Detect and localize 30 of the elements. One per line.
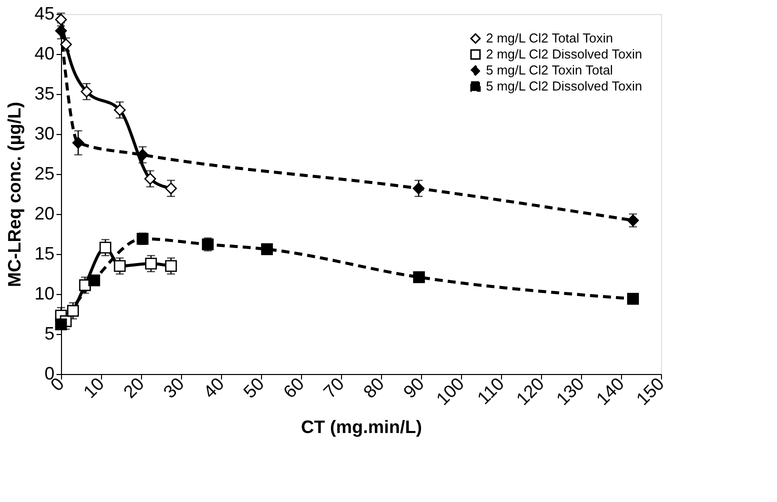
legend-label: 2 mg/L Cl2 Dissolved Toxin (486, 46, 642, 62)
y-tick-label: 5 (44, 324, 54, 344)
y-tick-label: 20 (34, 204, 54, 224)
y-tick-label: 15 (34, 244, 54, 264)
y-tick-label: 45 (34, 4, 54, 24)
x-tick-label: 90 (400, 374, 428, 402)
x-tick-label: 130 (552, 374, 588, 410)
y-tick-label: 30 (34, 124, 54, 144)
legend-label: 5 mg/L Cl2 Dissolved Toxin (486, 78, 642, 94)
legend-label: 2 mg/L Cl2 Total Toxin (486, 30, 613, 46)
x-axis-title: CT (mg.min/L) (301, 417, 422, 438)
x-tick-label: 110 (473, 374, 508, 408)
y-tick-label: 35 (34, 84, 54, 104)
x-tick-label: 40 (200, 374, 228, 402)
x-tick-label: 80 (360, 374, 388, 402)
y-tick-label: 10 (34, 284, 54, 304)
y-tick-label: 25 (34, 164, 54, 184)
x-tick-label: 30 (160, 374, 188, 402)
x-tick-label: 50 (240, 374, 268, 402)
legend-label: 5 mg/L Cl2 Toxin Total (486, 62, 614, 78)
x-tick-label: 20 (120, 374, 148, 402)
x-tick-label: 120 (512, 374, 548, 410)
x-tick-label: 140 (592, 374, 628, 410)
x-tick-label: 10 (80, 374, 108, 402)
x-tick-label: 60 (280, 374, 308, 402)
y-tick-label: 40 (34, 44, 54, 64)
x-tick-label: 70 (320, 374, 348, 402)
x-tick-label: 150 (632, 374, 668, 410)
y-axis-title: MC-LReq conc. (µg/L) (4, 102, 24, 288)
x-tick-label: 100 (432, 374, 468, 410)
